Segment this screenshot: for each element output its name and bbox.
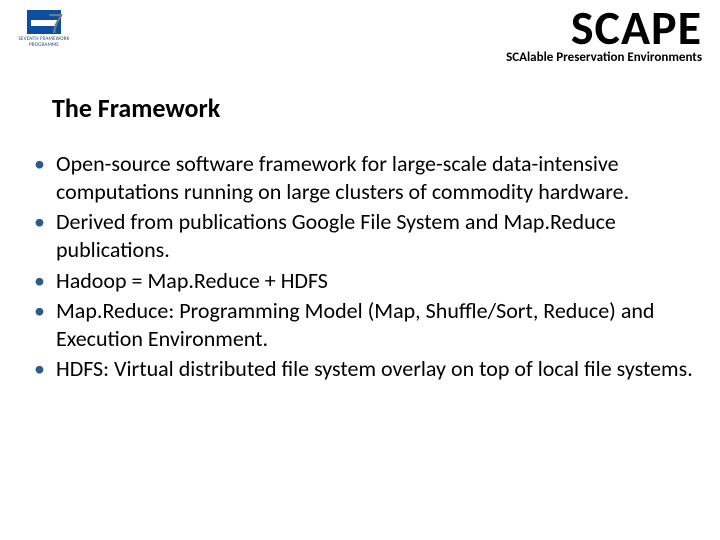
page-title: The Framework [52, 92, 220, 124]
seven-digit: 7 [48, 8, 64, 40]
brand-sub-accent: SCAlable [506, 50, 553, 65]
slide: 7 SEVENTH FRAMEWORK PROGRAMME SCAPE SCAl… [0, 0, 720, 540]
bullet-list: Open-source software framework for large… [30, 150, 696, 385]
list-item: Derived from publications Google File Sy… [30, 208, 696, 264]
list-item: HDFS: Virtual distributed file system ov… [30, 355, 696, 383]
brand-title: SCAPE [506, 4, 702, 52]
list-item: Open-source software framework for large… [30, 150, 696, 206]
list-item: Map.Reduce: Programming Model (Map, Shuf… [30, 297, 696, 353]
logo-subtext: SEVENTH FRAMEWORK PROGRAMME [14, 36, 74, 48]
brand-subtitle: SCAlable Preservation Environments [506, 50, 702, 65]
fp7-logo: 7 SEVENTH FRAMEWORK PROGRAMME [14, 10, 74, 48]
list-item: Hadoop = Map.Reduce + HDFS [30, 267, 696, 295]
brand-block: SCAPE SCAlable Preservation Environments [506, 4, 702, 65]
brand-sub-rest: Preservation Environments [553, 50, 702, 65]
